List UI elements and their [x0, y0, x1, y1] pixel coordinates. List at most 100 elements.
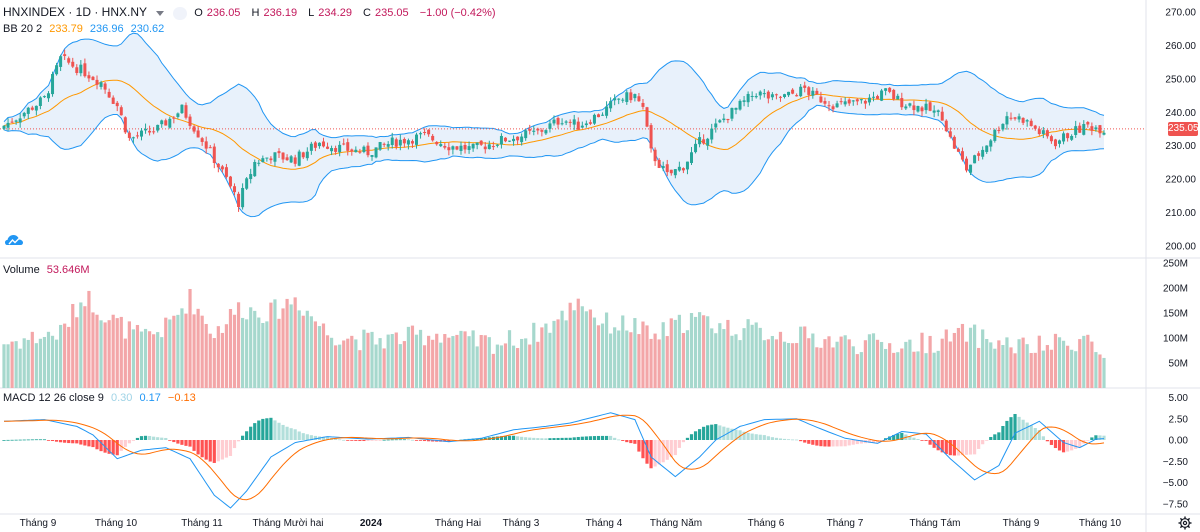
- candle-body: [386, 144, 390, 147]
- time-tick-label: Tháng Mười hai: [252, 518, 323, 529]
- volume-bar: [338, 344, 342, 388]
- candle-body: [1045, 130, 1049, 137]
- volume-bar: [685, 330, 690, 388]
- bb-lower-value: 230.62: [130, 23, 165, 35]
- macd-histogram-bar: [208, 440, 212, 462]
- volume-bar: [439, 342, 443, 388]
- macd-histogram-bar: [123, 440, 127, 447]
- volume-bar: [669, 318, 673, 388]
- candle-body: [904, 106, 908, 109]
- macd-legend[interactable]: MACD 12 26 close 9 0.30 0.17 −0.13: [3, 391, 200, 405]
- candle-body: [552, 119, 556, 124]
- macd-histogram-bar: [370, 440, 374, 441]
- macd-histogram-bar: [896, 433, 900, 440]
- macd-histogram-bar: [847, 440, 851, 446]
- close-icon[interactable]: [173, 6, 188, 20]
- candle-body: [1102, 132, 1106, 135]
- candle-body: [115, 102, 119, 107]
- volume-bar: [54, 339, 59, 388]
- macd-histogram-bar: [770, 437, 774, 440]
- volume-bar: [1074, 351, 1078, 388]
- candle-body: [123, 117, 127, 133]
- candle-body: [487, 144, 491, 150]
- macd-signal-line: [3, 414, 1105, 501]
- bb-lower-line: [3, 104, 1105, 218]
- macd-histogram-bar: [1098, 435, 1102, 440]
- volume-bar: [172, 315, 176, 388]
- macd-histogram-bar: [224, 440, 229, 458]
- macd-histogram-bar: [604, 435, 609, 440]
- volume-bar: [1078, 339, 1082, 388]
- volume-bar: [1025, 344, 1029, 388]
- macd-histogram-bar: [265, 418, 269, 440]
- volume-bar: [718, 323, 722, 388]
- volume-tick-label: 150M: [1163, 309, 1188, 320]
- macd-histogram-bar: [588, 436, 592, 440]
- candle-body: [350, 149, 354, 152]
- volume-bar: [220, 332, 224, 388]
- macd-histogram-bar: [1102, 435, 1106, 440]
- candle-body: [42, 96, 46, 98]
- gear-icon[interactable]: [1178, 516, 1192, 530]
- volume-bar: [859, 352, 863, 388]
- macd-histogram-bar: [960, 440, 965, 456]
- macd-histogram-bar: [2, 440, 6, 441]
- candle-body: [10, 121, 14, 123]
- macd-histogram-bar: [42, 439, 47, 441]
- candle-body: [111, 97, 115, 104]
- macd-histogram-bar: [621, 440, 625, 441]
- candle-body: [1029, 120, 1033, 126]
- macd-histogram-bar: [778, 438, 783, 440]
- candle-body: [156, 124, 160, 131]
- volume-bar: [212, 338, 216, 388]
- volume-bar: [168, 319, 172, 388]
- volume-bar: [948, 341, 952, 388]
- volume-bar: [26, 339, 30, 388]
- volume-bar: [689, 313, 694, 388]
- macd-histogram-bar: [277, 422, 281, 440]
- volume-bar: [1094, 352, 1098, 388]
- candle-body: [1013, 117, 1017, 119]
- candle-body: [835, 103, 839, 108]
- candle-body: [669, 169, 673, 174]
- macd-histogram-bar: [285, 426, 289, 440]
- bb-legend[interactable]: BB 20 2 233.79 236.96 230.62: [3, 22, 168, 36]
- candle-body: [657, 159, 661, 168]
- tradingview-logo-icon[interactable]: [5, 234, 23, 246]
- candle-body: [1082, 123, 1086, 135]
- volume-bar: [402, 341, 406, 388]
- macd-histogram-bar: [139, 436, 144, 440]
- macd-histogram-bar: [334, 438, 338, 440]
- volume-bar: [997, 340, 1001, 388]
- candle-body: [390, 137, 394, 146]
- macd-histogram-bar: [742, 431, 746, 440]
- macd-histogram-bar: [823, 440, 827, 447]
- candle-body: [338, 144, 342, 153]
- volume-bar: [507, 330, 512, 388]
- macd-histogram-bar: [422, 440, 427, 442]
- candle-body: [483, 146, 487, 150]
- volume-bar: [366, 332, 370, 388]
- candle-body: [297, 151, 301, 166]
- chevron-down-icon[interactable]: [156, 10, 165, 16]
- candle-body: [289, 156, 293, 163]
- high-label: H: [251, 7, 260, 19]
- volume-bar: [1102, 357, 1106, 388]
- volume-legend[interactable]: Volume 53.646M: [3, 263, 94, 277]
- volume-bar: [766, 339, 770, 388]
- macd-histogram-bar: [936, 440, 940, 451]
- symbol-label[interactable]: HNXINDEX · 1D · HNX.NY: [3, 5, 148, 19]
- volume-bar: [928, 335, 932, 388]
- candle-body: [164, 120, 168, 126]
- macd-histogram-bar: [528, 437, 532, 440]
- volume-bar: [726, 319, 730, 388]
- volume-bar: [216, 326, 220, 388]
- volume-bar: [147, 331, 152, 388]
- candle-body: [609, 101, 613, 109]
- volume-bar: [544, 323, 548, 388]
- candle-body: [694, 143, 698, 153]
- macd-histogram-bar: [301, 433, 305, 440]
- macd-histogram-bar: [46, 440, 51, 441]
- price-tick-label: 220.00: [1165, 175, 1196, 186]
